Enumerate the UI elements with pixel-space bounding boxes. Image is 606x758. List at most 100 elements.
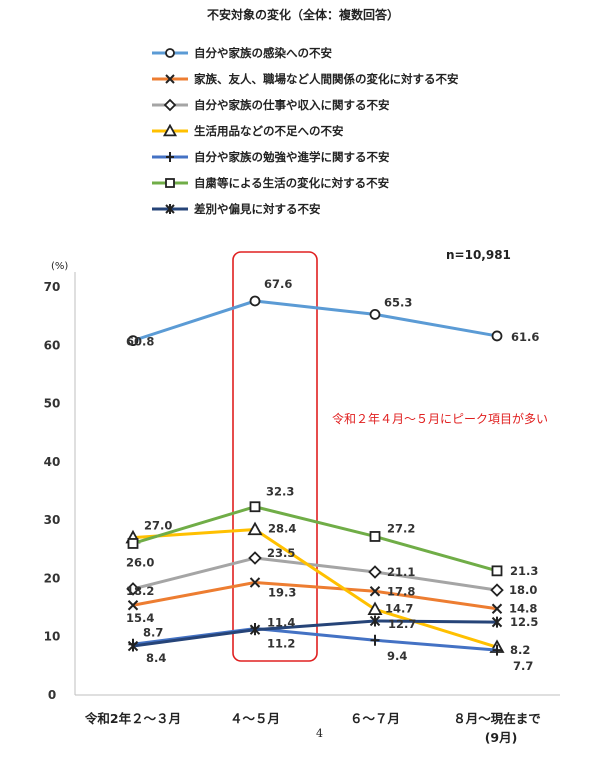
data-label: 61.6 xyxy=(511,330,539,344)
chart-title: 不安対象の変化（全体：複数回答） xyxy=(206,8,399,22)
data-marker xyxy=(369,615,381,627)
y-axis-unit: (%) xyxy=(51,261,69,272)
legend-label: 自分や家族の感染への不安 xyxy=(194,46,332,60)
y-tick-label: 30 xyxy=(44,513,61,527)
data-marker xyxy=(127,538,139,549)
data-label: 67.6 xyxy=(264,277,292,291)
legend-label: 家族、友人、職場など人間関係の変化に対する不安 xyxy=(194,72,459,86)
x-tick-label: 令和2年２～３月 xyxy=(84,711,181,726)
series xyxy=(127,615,503,652)
y-tick-label: 70 xyxy=(44,280,61,294)
legend-item-supplies: 生活用品などの不足への不安 xyxy=(150,118,459,144)
data-label: 65.3 xyxy=(384,295,412,309)
data-marker xyxy=(491,616,503,628)
data-label: 9.4 xyxy=(387,649,407,663)
legend-label: 自粛等による生活の変化に対する不安 xyxy=(194,176,390,190)
data-label: 27.0 xyxy=(144,519,172,533)
data-label: 11.2 xyxy=(267,637,295,651)
legend-item-study: 自分や家族の勉強や進学に関する不安 xyxy=(150,144,459,170)
data-marker xyxy=(127,640,139,652)
legend-marker-circle-icon xyxy=(152,48,188,58)
data-marker xyxy=(249,295,261,307)
peak-annotation: 令和２年４月～５月にピーク項目が多い xyxy=(332,411,548,426)
data-label: 19.3 xyxy=(268,586,296,600)
data-marker xyxy=(369,308,381,320)
y-tick-label: 0 xyxy=(48,688,56,702)
data-marker xyxy=(248,551,262,565)
series-line xyxy=(132,505,498,573)
data-marker xyxy=(127,600,139,611)
data-marker xyxy=(165,204,175,214)
series-line xyxy=(132,619,498,648)
data-label: 17.8 xyxy=(387,584,415,598)
data-label: 15.4 xyxy=(126,611,154,625)
data-label: 32.3 xyxy=(266,485,294,499)
data-marker xyxy=(165,178,175,188)
legend-marker-diamond-icon xyxy=(152,98,188,112)
data-marker xyxy=(491,330,503,342)
legend: 自分や家族の感染への不安 家族、友人、職場など人間関係の変化に対する不安 自分や… xyxy=(150,40,459,222)
x-tick-label: ８月～現在まで xyxy=(453,711,541,726)
x-tick-label: ４～５月 xyxy=(230,711,280,726)
data-label: 8.2 xyxy=(510,643,530,657)
series xyxy=(127,577,503,614)
series-line xyxy=(132,556,498,592)
data-marker xyxy=(491,565,503,577)
data-label: 12.5 xyxy=(510,615,538,629)
legend-marker-plus-icon xyxy=(152,152,188,162)
data-label: 11.4 xyxy=(267,616,295,630)
data-label: 12.7 xyxy=(388,617,416,631)
legend-item-relationships: 家族、友人、職場など人間関係の変化に対する不安 xyxy=(150,66,459,92)
data-label: 60.8 xyxy=(126,335,154,349)
sample-size: n=10,981 xyxy=(446,248,511,262)
series xyxy=(126,551,504,597)
legend-marker-asterisk-icon xyxy=(152,204,188,214)
data-label: 8.4 xyxy=(146,651,166,665)
y-tick-label: 60 xyxy=(44,338,61,352)
data-label: 14.7 xyxy=(385,601,413,615)
data-label: 26.0 xyxy=(126,555,154,569)
series xyxy=(127,295,503,347)
data-marker xyxy=(166,152,174,162)
legend-item-income: 自分や家族の仕事や収入に関する不安 xyxy=(150,92,459,118)
data-marker xyxy=(163,98,177,112)
data-marker xyxy=(490,583,504,597)
data-label: 23.5 xyxy=(267,546,295,560)
peak-highlight-box xyxy=(232,251,318,662)
legend-label: 自分や家族の仕事や収入に関する不安 xyxy=(194,98,390,112)
legend-item-discrimination: 差別や偏見に対する不安 xyxy=(150,196,459,222)
data-marker xyxy=(369,586,381,597)
legend-item-lifestyle: 自粛等による生活の変化に対する不安 xyxy=(150,170,459,196)
data-marker xyxy=(126,582,140,596)
data-marker xyxy=(165,74,175,84)
page-number: 4 xyxy=(316,727,323,740)
data-label: 28.4 xyxy=(268,521,296,535)
data-marker xyxy=(368,565,382,579)
data-marker xyxy=(367,601,383,616)
data-marker xyxy=(491,603,503,614)
y-tick-label: 50 xyxy=(44,397,61,411)
data-marker xyxy=(162,124,178,137)
data-marker xyxy=(247,521,263,536)
series-line xyxy=(132,581,498,611)
data-label: 21.1 xyxy=(387,565,415,579)
data-label: 21.3 xyxy=(510,564,538,578)
data-marker xyxy=(249,577,261,588)
legend-item-infection: 自分や家族の感染への不安 xyxy=(150,40,459,66)
legend-marker-triangle-icon xyxy=(152,124,188,137)
series-line xyxy=(132,299,498,343)
data-marker xyxy=(127,335,139,347)
data-marker xyxy=(369,531,381,542)
x-tick-sublabel: (9月) xyxy=(485,730,518,745)
data-marker xyxy=(165,48,175,58)
legend-marker-square-icon xyxy=(152,178,188,188)
data-marker xyxy=(492,644,502,656)
data-label: 7.7 xyxy=(513,659,533,673)
series-line xyxy=(132,527,498,649)
y-tick-label: 10 xyxy=(44,630,61,644)
series xyxy=(127,501,503,577)
x-tick-label: ６～７月 xyxy=(350,711,400,726)
data-marker xyxy=(249,624,261,636)
y-tick-label: 20 xyxy=(44,571,61,585)
